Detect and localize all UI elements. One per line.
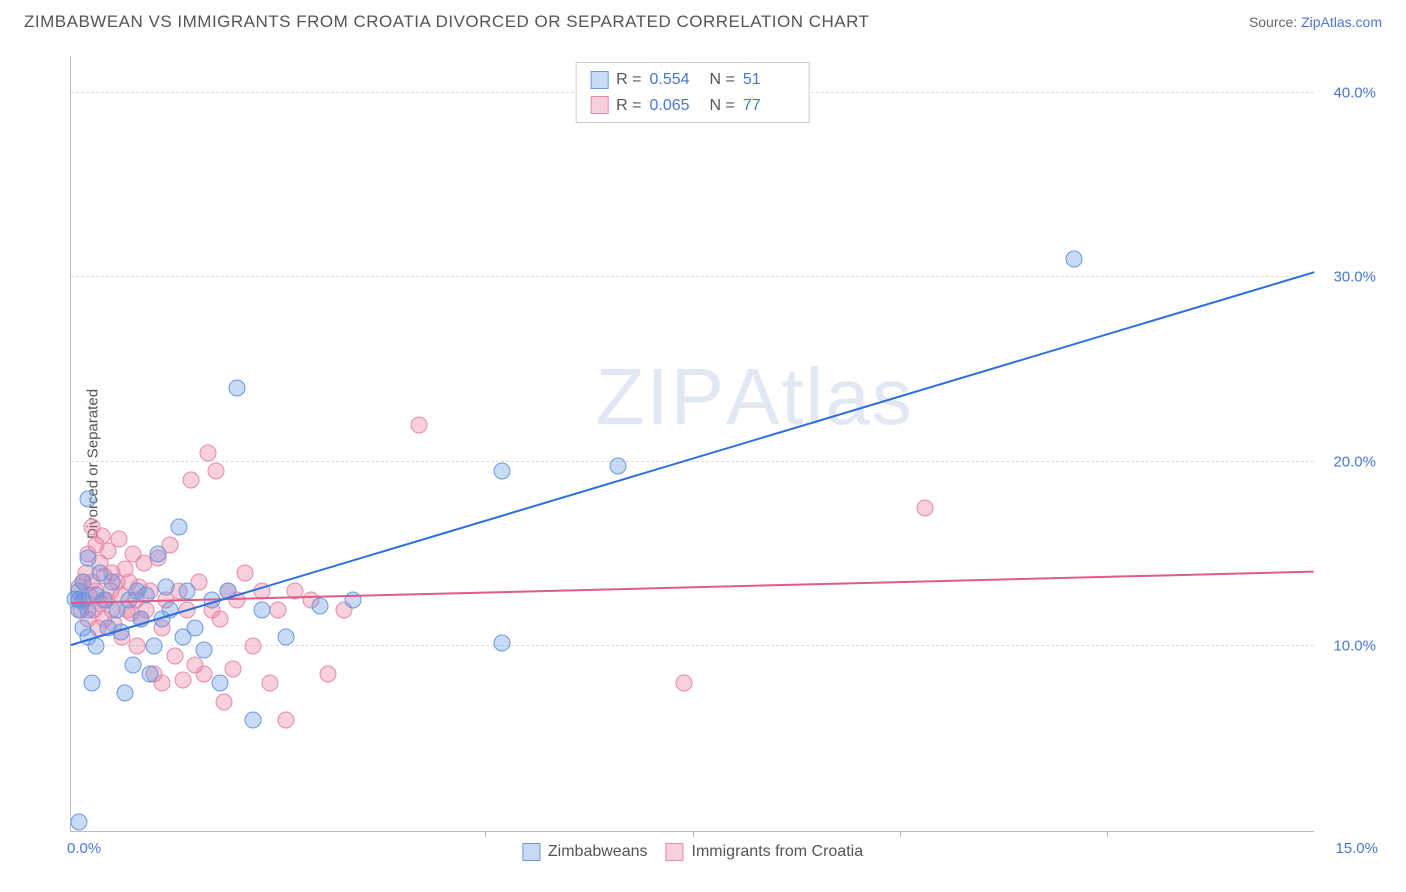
scatter-point-croatia — [676, 675, 693, 692]
scatter-point-croatia — [129, 638, 146, 655]
scatter-point-croatia — [224, 660, 241, 677]
scatter-point-croatia — [319, 666, 336, 683]
series-legend: Zimbabweans Immigrants from Croatia — [522, 843, 863, 861]
chart-container: Divorced or Separated ZIPAtlas R = 0.554… — [24, 48, 1382, 880]
y-tick-label: 40.0% — [1320, 84, 1376, 101]
scatter-point-croatia — [916, 500, 933, 517]
x-axis-origin-label: 0.0% — [67, 840, 101, 857]
scatter-point-croatia — [212, 610, 229, 627]
scatter-point-croatia — [174, 671, 191, 688]
scatter-point-zimbabwean — [150, 546, 167, 563]
chart-title: ZIMBABWEAN VS IMMIGRANTS FROM CROATIA DI… — [24, 12, 869, 32]
watermark: ZIPAtlas — [595, 351, 913, 443]
chart-header: ZIMBABWEAN VS IMMIGRANTS FROM CROATIA DI… — [0, 0, 1406, 40]
scatter-point-croatia — [245, 638, 262, 655]
scatter-point-zimbabwean — [125, 656, 142, 673]
scatter-point-zimbabwean — [609, 457, 626, 474]
x-tick-mark — [693, 831, 694, 837]
source-attribution: Source: ZipAtlas.com — [1249, 14, 1382, 30]
gridline — [71, 461, 1314, 462]
scatter-point-croatia — [216, 693, 233, 710]
scatter-point-zimbabwean — [493, 463, 510, 480]
scatter-point-zimbabwean — [179, 583, 196, 600]
x-tick-mark — [900, 831, 901, 837]
scatter-point-zimbabwean — [145, 638, 162, 655]
scatter-point-zimbabwean — [195, 642, 212, 659]
y-tick-label: 30.0% — [1320, 269, 1376, 286]
scatter-point-zimbabwean — [170, 518, 187, 535]
scatter-point-croatia — [270, 601, 287, 618]
scatter-point-zimbabwean — [158, 579, 175, 596]
scatter-point-zimbabwean — [71, 813, 88, 830]
x-tick-mark — [485, 831, 486, 837]
scatter-point-croatia — [166, 647, 183, 664]
x-tick-mark — [1107, 831, 1108, 837]
legend-item-zimbabweans: Zimbabweans — [522, 843, 648, 861]
scatter-point-zimbabwean — [212, 675, 229, 692]
x-axis-max-label: 15.0% — [1335, 840, 1378, 857]
swatch-pink-icon — [590, 96, 608, 114]
scatter-point-croatia — [261, 675, 278, 692]
gridline — [71, 276, 1314, 277]
scatter-point-zimbabwean — [83, 675, 100, 692]
scatter-point-croatia — [183, 472, 200, 489]
scatter-point-croatia — [237, 564, 254, 581]
scatter-point-zimbabwean — [245, 712, 262, 729]
scatter-point-zimbabwean — [104, 573, 121, 590]
legend-row-blue: R = 0.554 N = 51 — [590, 67, 795, 93]
scatter-point-croatia — [278, 712, 295, 729]
scatter-point-zimbabwean — [311, 597, 328, 614]
swatch-blue-icon — [522, 843, 540, 861]
scatter-point-zimbabwean — [87, 638, 104, 655]
scatter-point-croatia — [111, 531, 128, 548]
source-link[interactable]: ZipAtlas.com — [1301, 14, 1382, 30]
scatter-point-zimbabwean — [278, 629, 295, 646]
scatter-point-zimbabwean — [79, 490, 96, 507]
scatter-point-croatia — [199, 444, 216, 461]
swatch-blue-icon — [590, 71, 608, 89]
scatter-point-zimbabwean — [493, 634, 510, 651]
y-tick-label: 20.0% — [1320, 453, 1376, 470]
scatter-point-croatia — [195, 666, 212, 683]
legend-row-pink: R = 0.065 N = 77 — [590, 93, 795, 119]
swatch-pink-icon — [666, 843, 684, 861]
scatter-point-zimbabwean — [253, 601, 270, 618]
scatter-point-zimbabwean — [141, 666, 158, 683]
scatter-point-zimbabwean — [187, 620, 204, 637]
scatter-point-croatia — [411, 417, 428, 434]
plot-area: ZIPAtlas R = 0.554 N = 51 R = 0.065 N = … — [70, 56, 1314, 832]
correlation-legend: R = 0.554 N = 51 R = 0.065 N = 77 — [575, 62, 810, 123]
scatter-point-croatia — [208, 463, 225, 480]
scatter-point-zimbabwean — [79, 549, 96, 566]
scatter-point-zimbabwean — [116, 684, 133, 701]
scatter-point-zimbabwean — [1065, 250, 1082, 267]
y-tick-label: 10.0% — [1320, 638, 1376, 655]
legend-item-croatia: Immigrants from Croatia — [666, 843, 864, 861]
scatter-point-zimbabwean — [228, 380, 245, 397]
